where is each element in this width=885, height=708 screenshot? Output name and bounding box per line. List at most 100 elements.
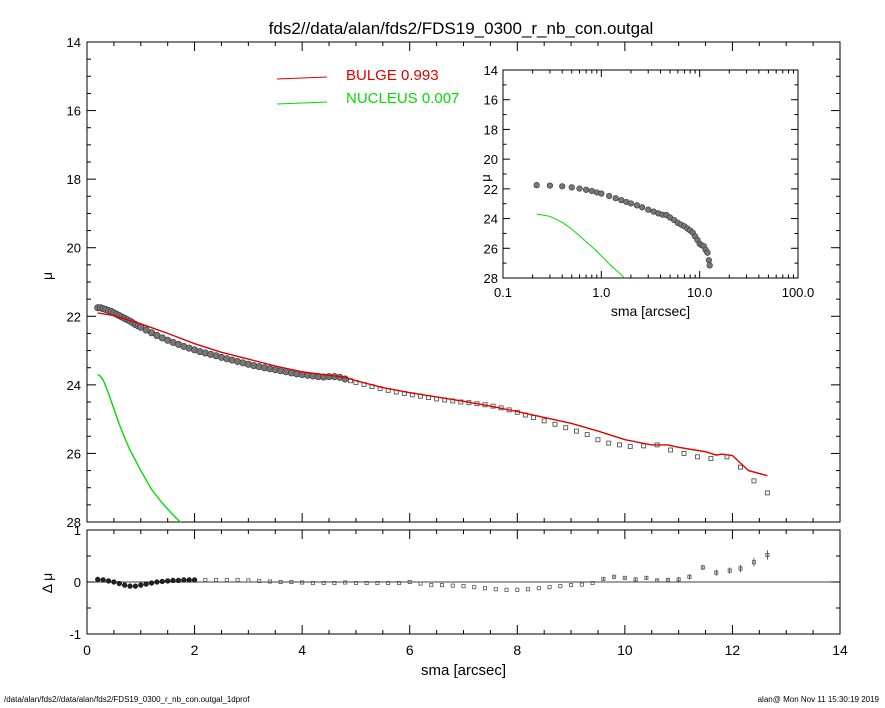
residual-data-point (159, 578, 165, 585)
residual-data-point (267, 579, 272, 584)
residual-data-point (493, 587, 498, 592)
figure-title: fds2//data/alan/fds2/FDS19_0300_r_nb_con… (269, 19, 654, 38)
residual-data-point (353, 581, 358, 586)
footer-file-path: /data/alan/fds2//data/alan/fds2/FDS19_03… (4, 695, 250, 704)
residual-x-tick-label: 2 (191, 642, 199, 658)
residual-data-point (439, 583, 444, 588)
residual-data-point (246, 578, 251, 583)
residual-data-point (622, 575, 627, 580)
residual-y-tick-label: -1 (69, 627, 81, 642)
residual-data-point (105, 578, 112, 584)
residual-data-point (738, 566, 743, 571)
residual-data-point (278, 580, 283, 585)
residual-data-point (727, 568, 732, 573)
main-data-point (595, 437, 601, 443)
residual-data-point (95, 576, 101, 583)
legend-label-bulge: BULGE 0.993 (346, 67, 439, 84)
main-data-point (552, 421, 558, 427)
residual-data-point (569, 583, 574, 588)
residual-data-point (143, 581, 149, 587)
legend-line-bulge (276, 76, 328, 80)
residual-data-point (396, 581, 401, 586)
main-data-point (617, 442, 622, 448)
inset-nucleus-line (536, 213, 626, 278)
residual-data-point (579, 582, 584, 587)
main-y-tick-label: 20 (67, 241, 81, 256)
inset-data-point (588, 187, 595, 195)
main-data-point (606, 440, 612, 446)
main-data-point (695, 454, 700, 460)
inset-x-axis-label: sma [arcsec] (611, 303, 690, 319)
residual-data-point (429, 583, 434, 588)
bulge-model-line (97, 312, 768, 477)
inset-y-axis-label: μ (478, 174, 493, 182)
residual-data-point (116, 580, 122, 587)
residual-data-point (665, 577, 670, 582)
inset-y-tick-label: 26 (484, 241, 498, 256)
main-data-point (627, 444, 633, 450)
inset-data-point (533, 182, 540, 189)
inset-data-point (645, 206, 652, 213)
residual-data-point (364, 581, 369, 586)
inset-data-point (704, 249, 711, 256)
main-y-tick-label: 28 (67, 515, 81, 530)
legend-label-nucleus: NUCLEUS 0.007 (346, 90, 459, 107)
main-data-point (764, 490, 770, 496)
residual-data-point (203, 577, 208, 582)
residual-data-point (765, 552, 770, 557)
main-data-point (541, 418, 547, 424)
main-y-tick-label: 16 (67, 104, 81, 119)
residual-data-point (687, 574, 692, 579)
residual-data-point (100, 577, 106, 583)
main-data-point (668, 447, 674, 453)
main-profile-panel: 14 16 18 20 22 24 26 28 μ BULGE 0.993 NUCLEUS 0.00… (39, 35, 841, 530)
residual-data-point (154, 579, 160, 585)
inset-background (503, 70, 798, 278)
residual-data-point (644, 575, 649, 580)
inset-data-point (705, 257, 712, 264)
residual-data-point (132, 583, 139, 589)
residual-data-point (714, 570, 719, 575)
inset-data-point (627, 200, 635, 207)
residual-data-point (450, 583, 455, 588)
residual-data-point (515, 587, 520, 592)
inset-y-tick-label: 14 (484, 63, 498, 78)
residual-data-point (332, 581, 337, 586)
residual-data-point (504, 587, 509, 592)
residual-x-tick-label: 4 (298, 642, 306, 658)
footer-timestamp: alan@ Mon Nov 11 15:30:19 2019 (757, 695, 879, 704)
residual-y-tick-label: 1 (74, 523, 81, 538)
inset-data-point (546, 182, 554, 189)
residual-data-point (170, 577, 176, 584)
main-y-tick-label: 18 (67, 172, 81, 187)
residual-data-point (181, 577, 187, 583)
inset-data-point (568, 184, 575, 191)
residual-data-point (590, 581, 595, 586)
residual-data-point (343, 580, 348, 585)
main-data-point (708, 456, 714, 462)
residual-x-tick-label: 8 (513, 642, 521, 658)
residual-data-point (676, 577, 681, 582)
residual-data-point (224, 577, 229, 582)
inset-y-tick-label: 20 (484, 152, 498, 167)
main-data-point (563, 425, 569, 431)
residual-data-point (186, 577, 192, 583)
inset-x-tick-label: 100.0 (782, 285, 815, 300)
main-y-tick-label: 22 (67, 309, 81, 324)
main-y-tick-label: 26 (67, 446, 81, 461)
residual-y-axis-label: Δ μ (39, 573, 55, 594)
residual-data-point (321, 581, 326, 586)
residual-data-point (127, 583, 133, 589)
residual-data-point (633, 577, 638, 582)
residual-data-point (122, 582, 128, 588)
main-data-point (681, 450, 687, 456)
main-y-tick-label: 14 (67, 35, 81, 50)
inset-y-tick-label: 18 (484, 122, 498, 137)
main-data-point (641, 443, 647, 449)
residual-data-point (111, 579, 117, 585)
inset-data-point (612, 195, 619, 202)
residual-data-point (407, 580, 412, 585)
residual-x-tick-label: 10 (617, 642, 633, 658)
residual-data-point (536, 586, 541, 591)
